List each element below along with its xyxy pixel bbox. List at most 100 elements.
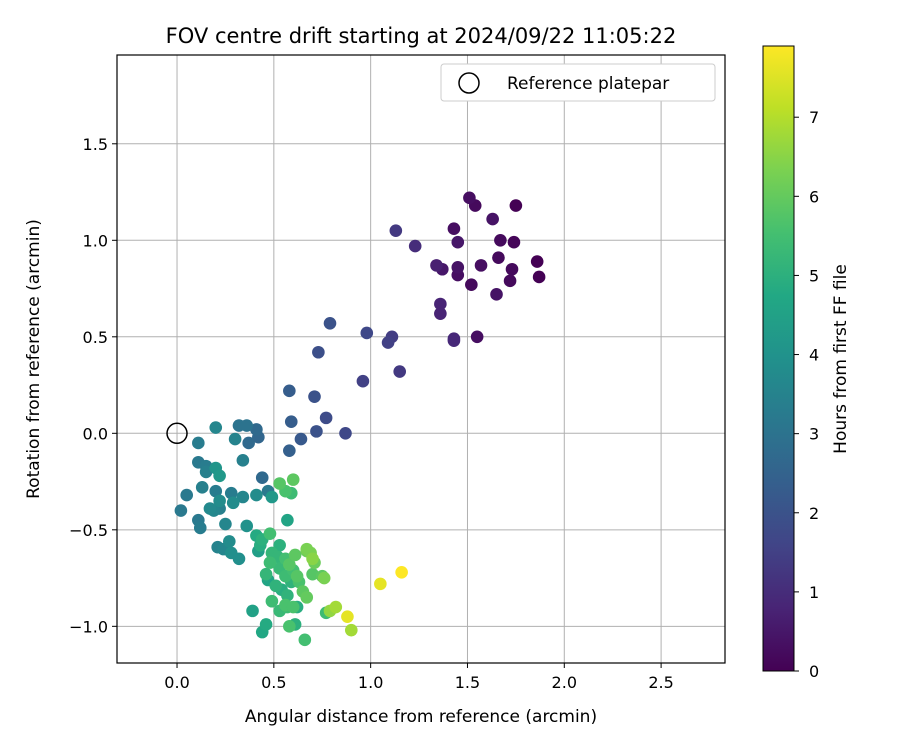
data-point — [180, 488, 194, 502]
grid-lines — [117, 55, 725, 663]
data-point — [306, 567, 319, 581]
data-point — [532, 270, 546, 284]
data-point — [236, 454, 250, 467]
data-point — [259, 618, 273, 631]
y-tick-label: 0.0 — [83, 424, 108, 443]
data-point — [213, 469, 226, 483]
y-axis-ticks: −1.0 −0.5 0.0 0.5 1.0 1.5 — [69, 135, 117, 636]
data-point — [393, 365, 407, 378]
data-point — [341, 610, 354, 623]
data-point — [408, 239, 422, 253]
plot-area: 0.0 0.5 1.0 1.5 2.0 2.5 −1.0 −0.5 0.0 0.5 1.0 1.5 — [69, 54, 726, 692]
data-point — [283, 558, 296, 571]
data-point — [298, 633, 312, 647]
data-point — [240, 419, 254, 432]
data-point — [389, 224, 403, 237]
data-point — [273, 538, 286, 552]
data-point — [290, 569, 304, 583]
data-point — [199, 465, 213, 479]
data-point — [203, 502, 217, 515]
data-point — [360, 326, 374, 340]
legend-reference-marker — [458, 72, 480, 94]
data-point — [255, 471, 269, 485]
data-point — [323, 316, 337, 330]
data-point — [209, 421, 223, 434]
data-point — [283, 444, 296, 457]
colorbar-tick-label: 0 — [809, 662, 819, 681]
data-point — [213, 494, 226, 508]
axes-frame — [116, 54, 726, 664]
data-point — [223, 535, 236, 548]
data-point — [503, 274, 517, 288]
data-point — [300, 542, 314, 556]
colorbar: 0 1 2 3 4 5 6 7 Hours from first FF file — [762, 45, 851, 681]
data-point — [312, 345, 325, 359]
data-point — [381, 336, 395, 349]
x-tick-label: 0.5 — [261, 673, 286, 692]
data-point — [451, 261, 465, 274]
data-point — [174, 504, 188, 517]
y-tick-label: −0.5 — [69, 521, 108, 540]
data-point — [447, 222, 461, 236]
legend-label-reference: Reference platepar — [507, 74, 669, 94]
data-point — [317, 571, 331, 585]
colorbar-tick-label: 3 — [809, 425, 819, 444]
data-point — [509, 199, 523, 212]
data-point — [246, 604, 259, 618]
data-point — [288, 548, 302, 562]
data-point — [250, 488, 263, 502]
colorbar-tick-label: 7 — [809, 108, 819, 127]
data-point — [374, 577, 387, 591]
data-point — [192, 436, 205, 450]
colorbar-gradient — [762, 45, 795, 672]
y-tick-label: 0.5 — [83, 328, 108, 347]
data-point — [430, 259, 443, 272]
data-point — [486, 212, 499, 226]
data-point — [286, 600, 300, 614]
data-point — [308, 390, 321, 403]
data-point — [226, 496, 240, 510]
data-point — [470, 330, 484, 344]
x-tick-label: 0.0 — [164, 673, 189, 692]
reference-platepar-marker — [166, 422, 188, 445]
x-axis-ticks: 0.0 0.5 1.0 1.5 2.0 2.5 — [164, 663, 674, 692]
data-point — [228, 432, 242, 446]
colorbar-tick-label: 5 — [809, 266, 819, 285]
data-point — [505, 262, 519, 276]
data-point — [310, 425, 323, 438]
x-tick-label: 2.0 — [552, 673, 577, 692]
data-point — [195, 481, 209, 494]
x-tick-label: 1.0 — [358, 673, 383, 692]
y-axis-label: Rotation from reference (arcmin) — [24, 219, 44, 499]
data-point — [434, 297, 447, 311]
colorbar-ticks: 0 1 2 3 4 5 6 7 — [794, 108, 819, 681]
data-point — [209, 484, 223, 498]
data-point — [339, 427, 352, 440]
data-point — [356, 374, 370, 388]
data-point — [281, 589, 294, 602]
x-tick-label: 2.5 — [648, 673, 673, 692]
data-point — [344, 623, 358, 637]
data-point — [242, 436, 255, 450]
data-point — [300, 591, 314, 604]
data-point — [284, 415, 298, 429]
data-point — [490, 288, 503, 301]
chart-title: FOV centre drift starting at 2024/09/22 … — [166, 24, 677, 48]
data-point — [395, 565, 408, 579]
data-point — [286, 473, 300, 486]
y-tick-label: 1.5 — [83, 135, 108, 154]
data-point — [232, 552, 246, 566]
data-point — [193, 521, 207, 535]
colorbar-tick-label: 6 — [809, 187, 819, 206]
data-point — [224, 486, 238, 500]
legend-box — [440, 63, 716, 102]
colorbar-label: Hours from first FF file — [831, 264, 851, 454]
colorbar-tick-label: 2 — [809, 504, 819, 523]
data-point — [240, 519, 254, 533]
y-tick-label: −1.0 — [69, 617, 108, 636]
legend: Reference platepar — [440, 63, 716, 102]
data-point — [451, 235, 465, 249]
data-point — [329, 600, 343, 614]
data-point — [283, 620, 296, 633]
